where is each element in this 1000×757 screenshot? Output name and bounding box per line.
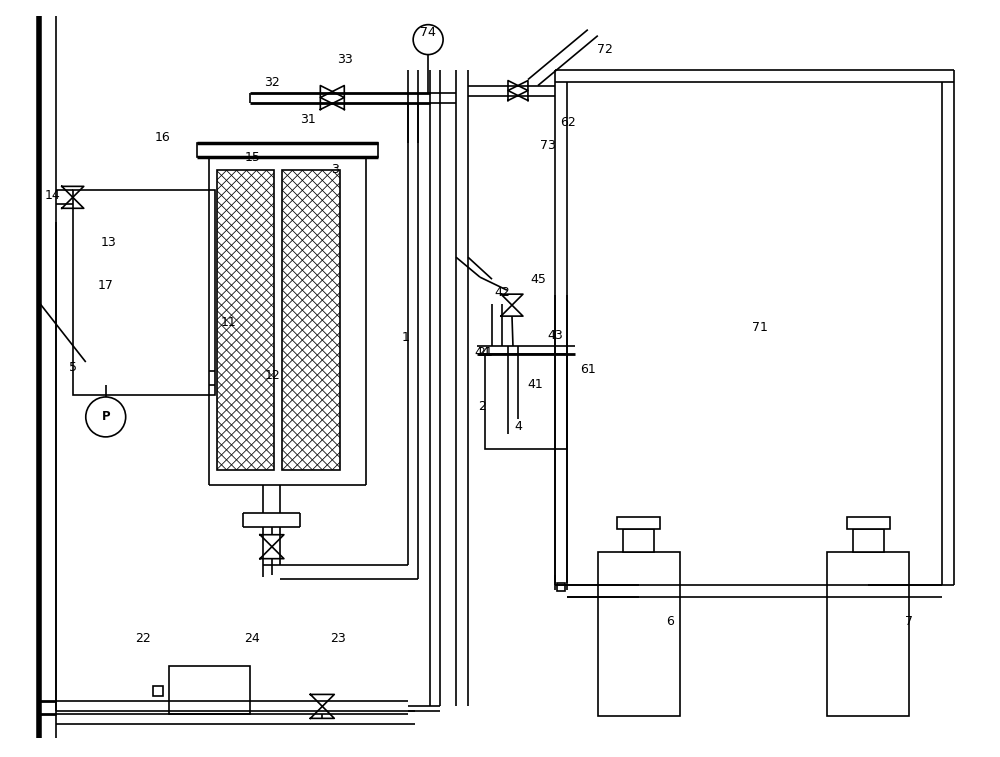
- Text: 3: 3: [331, 163, 339, 176]
- Text: 2: 2: [478, 400, 486, 413]
- Text: 1: 1: [401, 331, 409, 344]
- Bar: [853, 528, 884, 552]
- Bar: [598, 552, 680, 716]
- Bar: [847, 517, 890, 528]
- Text: 4: 4: [514, 420, 522, 434]
- Text: 16: 16: [155, 131, 170, 144]
- Bar: [153, 687, 163, 696]
- Text: 6: 6: [666, 615, 674, 628]
- Bar: [73, 190, 215, 395]
- Text: 22: 22: [135, 632, 151, 645]
- Text: 43: 43: [547, 329, 563, 341]
- Text: 41: 41: [527, 378, 543, 391]
- Text: 42: 42: [494, 285, 510, 299]
- Bar: [197, 143, 378, 157]
- Text: 12: 12: [265, 369, 280, 382]
- Bar: [485, 354, 567, 449]
- Text: 14: 14: [45, 188, 61, 202]
- Text: 71: 71: [752, 321, 767, 334]
- Text: 11: 11: [221, 316, 236, 329]
- Bar: [827, 552, 909, 716]
- Text: 13: 13: [101, 235, 117, 249]
- Bar: [617, 517, 660, 528]
- Text: 24: 24: [245, 632, 260, 645]
- Bar: [623, 528, 654, 552]
- Text: 21: 21: [477, 345, 493, 359]
- Text: 32: 32: [265, 76, 280, 89]
- Bar: [169, 666, 250, 715]
- Text: 7: 7: [905, 615, 913, 628]
- Bar: [557, 583, 565, 590]
- Text: 5: 5: [69, 360, 77, 373]
- Bar: [217, 170, 274, 470]
- Text: 17: 17: [98, 279, 114, 291]
- Text: 61: 61: [580, 363, 596, 375]
- Text: 73: 73: [540, 139, 556, 152]
- Text: 31: 31: [300, 113, 316, 126]
- Text: 45: 45: [530, 273, 546, 285]
- Text: 72: 72: [597, 43, 613, 56]
- Bar: [282, 170, 340, 470]
- Text: 74: 74: [420, 26, 436, 39]
- Text: 23: 23: [330, 632, 346, 645]
- Text: 44: 44: [474, 345, 490, 359]
- Text: 62: 62: [560, 116, 576, 129]
- Text: 33: 33: [337, 53, 353, 66]
- Text: 15: 15: [245, 151, 260, 164]
- Text: P: P: [101, 410, 110, 423]
